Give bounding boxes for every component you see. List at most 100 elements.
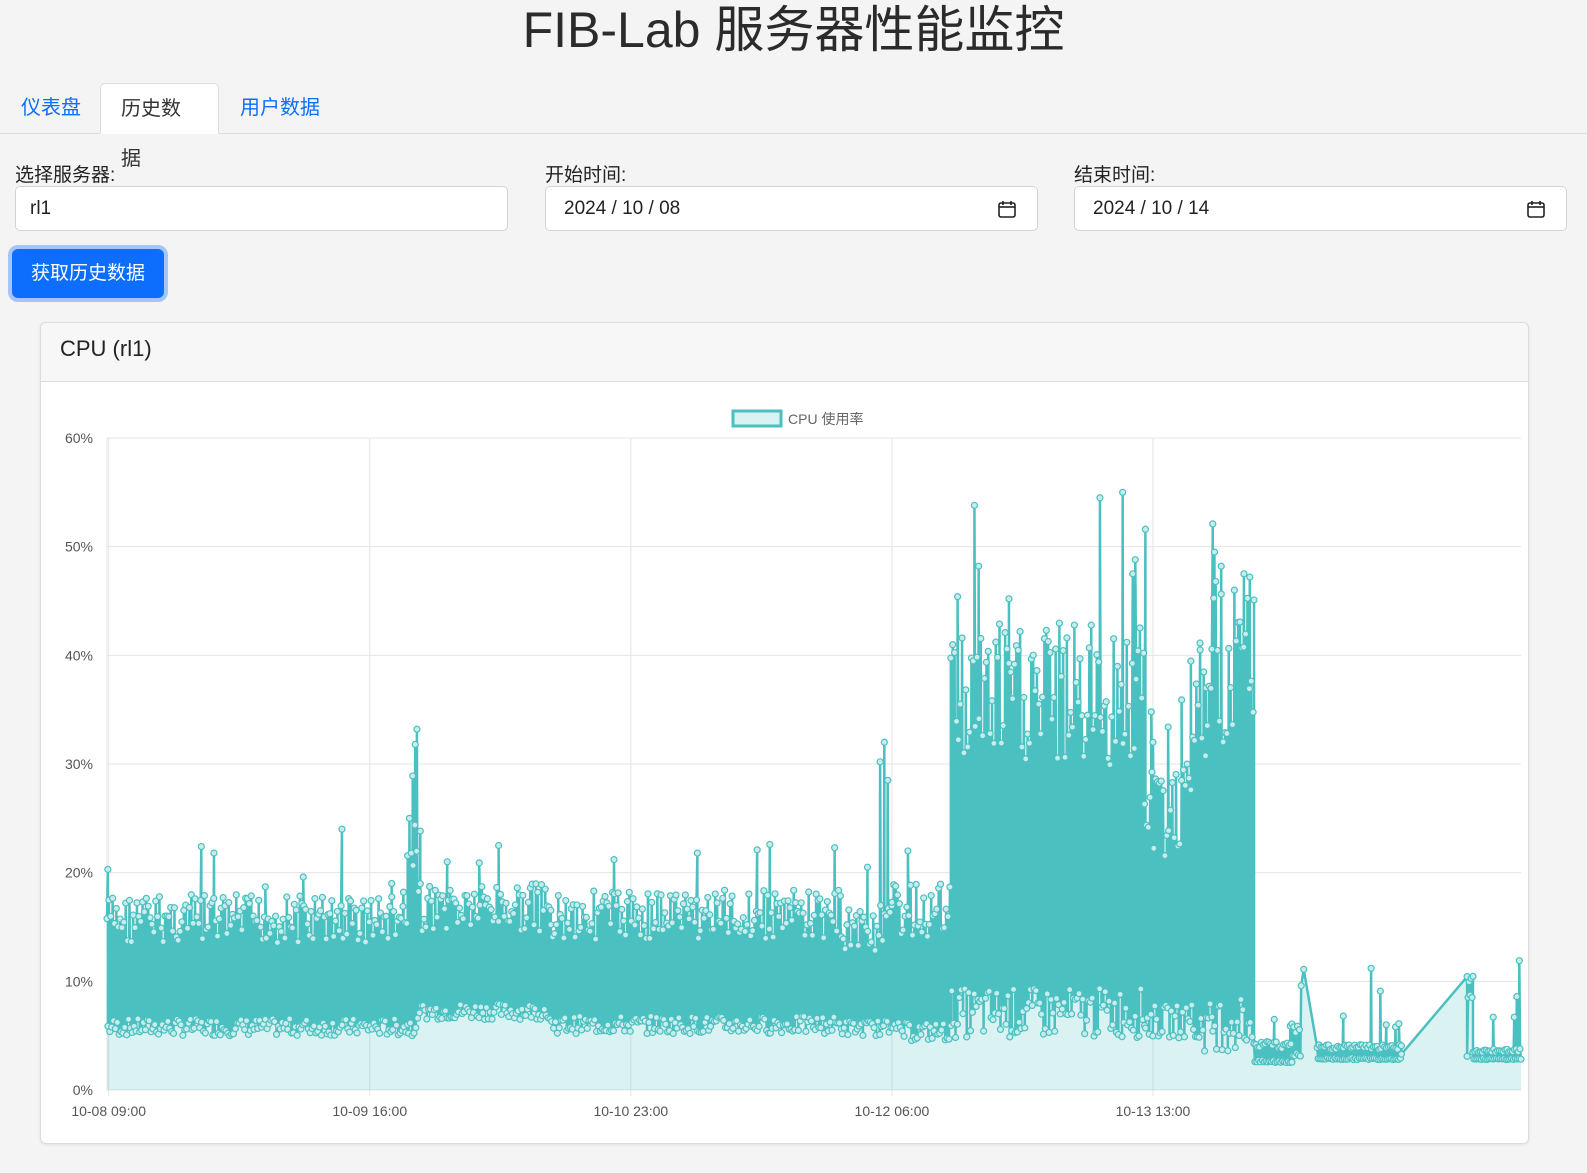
- data-point: [1176, 840, 1184, 848]
- data-point: [1196, 646, 1204, 654]
- data-point: [635, 914, 643, 922]
- data-point: [590, 887, 598, 895]
- data-point: [1087, 621, 1095, 629]
- data-point: [592, 935, 600, 943]
- data-point: [704, 893, 712, 902]
- data-point: [1003, 645, 1011, 653]
- data-point: [1397, 1042, 1406, 1050]
- data-point: [1250, 596, 1258, 604]
- data-point: [760, 887, 768, 895]
- data-point: [212, 1017, 221, 1026]
- data-point: [328, 897, 336, 905]
- data-point: [1167, 1007, 1176, 1015]
- data-point: [949, 641, 957, 649]
- data-point: [942, 905, 950, 913]
- data-point: [833, 927, 841, 935]
- data-point: [644, 890, 652, 898]
- data-point: [495, 841, 503, 850]
- data-point: [920, 894, 928, 902]
- data-point: [1015, 1018, 1023, 1026]
- data-point: [322, 935, 330, 943]
- data-point: [1198, 734, 1206, 742]
- data-point: [169, 1029, 178, 1038]
- data-point: [1094, 1028, 1102, 1036]
- data-point: [1218, 1046, 1226, 1054]
- data-point: [739, 914, 747, 922]
- data-point: [1099, 1001, 1107, 1009]
- data-point: [200, 892, 209, 900]
- data-point: [960, 749, 968, 757]
- data-point: [330, 932, 338, 941]
- calendar-icon[interactable]: [1526, 199, 1546, 219]
- data-point: [104, 865, 112, 874]
- data-point: [616, 927, 624, 936]
- data-point: [378, 928, 386, 936]
- data-point: [1469, 972, 1477, 980]
- data-point: [1055, 619, 1063, 627]
- data-point: [1367, 964, 1375, 972]
- data-point: [1190, 736, 1199, 744]
- data-point: [766, 840, 774, 849]
- data-point: [945, 1035, 953, 1043]
- data-point: [869, 912, 877, 920]
- data-point: [390, 907, 398, 916]
- data-point: [1463, 1052, 1471, 1060]
- data-point: [818, 911, 826, 919]
- data-point: [409, 772, 417, 780]
- data-point: [728, 892, 736, 900]
- data-point: [690, 1022, 698, 1031]
- data-point: [1201, 1047, 1209, 1055]
- data-point: [131, 924, 139, 932]
- data-point: [303, 920, 312, 928]
- data-point: [854, 941, 862, 950]
- data-point: [381, 1017, 389, 1025]
- data-point: [286, 1015, 294, 1023]
- data-point: [1093, 651, 1101, 659]
- data-point: [561, 1014, 569, 1022]
- data-point: [213, 932, 222, 940]
- data-point: [1152, 1015, 1161, 1023]
- data-point: [1118, 1033, 1126, 1041]
- tab-dashboard[interactable]: 仪表盘: [21, 97, 81, 119]
- data-point: [140, 908, 149, 916]
- data-point: [972, 1002, 980, 1011]
- data-point: [883, 1017, 891, 1026]
- calendar-icon[interactable]: [997, 199, 1017, 219]
- data-point: [1044, 637, 1052, 646]
- data-point: [299, 873, 307, 881]
- data-point: [227, 921, 235, 929]
- data-point: [629, 895, 637, 903]
- data-point: [151, 1020, 159, 1029]
- data-point: [1300, 965, 1308, 973]
- data-point: [958, 634, 966, 642]
- data-point: [801, 931, 809, 939]
- data-point: [1009, 695, 1017, 703]
- data-point: [1248, 1033, 1256, 1041]
- data-point: [1165, 826, 1173, 835]
- data-point: [840, 1024, 848, 1032]
- data-point: [1059, 646, 1067, 655]
- data-point: [1116, 990, 1124, 998]
- server-select[interactable]: rl1: [15, 186, 508, 231]
- data-point: [413, 847, 421, 855]
- data-point: [107, 912, 115, 920]
- data-point: [1161, 852, 1169, 860]
- data-point: [277, 927, 285, 936]
- data-point: [1219, 738, 1227, 746]
- data-point: [152, 897, 160, 905]
- data-point: [1042, 626, 1050, 634]
- tab-users[interactable]: 用户数据: [240, 97, 320, 119]
- data-point: [713, 899, 721, 907]
- data-point: [975, 715, 983, 723]
- tab-history[interactable]: 历史数据: [100, 83, 219, 170]
- data-point: [540, 1005, 548, 1014]
- data-point: [185, 903, 194, 912]
- start-date-input[interactable]: 2024 / 10 / 08: [545, 186, 1038, 231]
- data-point: [928, 1034, 936, 1042]
- fetch-history-button[interactable]: 获取历史数据: [12, 249, 164, 298]
- data-point: [414, 887, 423, 896]
- data-point: [912, 880, 920, 889]
- end-date-input[interactable]: 2024 / 10 / 14: [1074, 186, 1567, 231]
- data-point: [467, 921, 475, 929]
- data-point: [1029, 651, 1037, 659]
